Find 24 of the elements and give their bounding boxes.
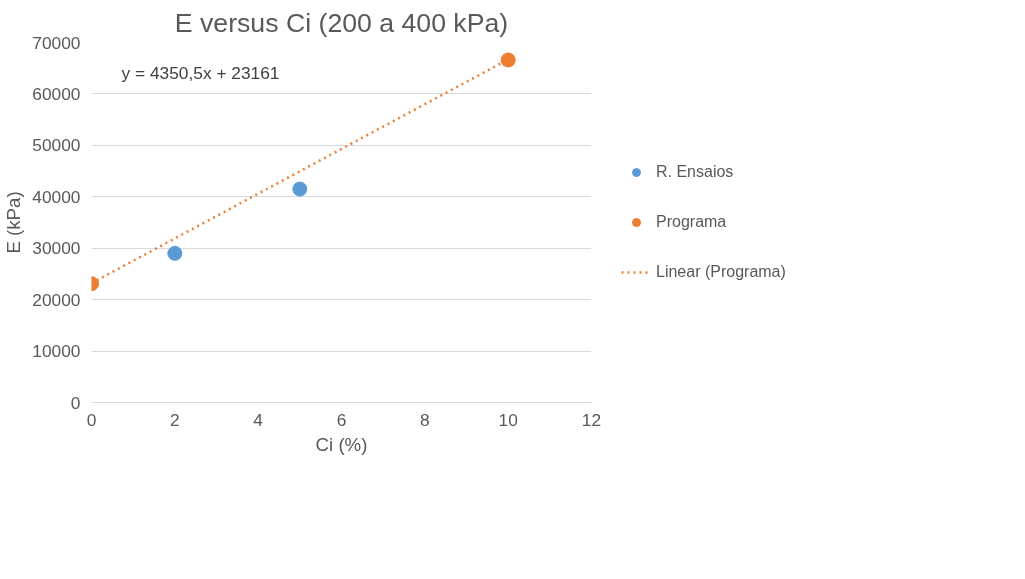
legend-label: Programa xyxy=(656,213,727,231)
point xyxy=(292,181,308,197)
x-tick-label: 12 xyxy=(581,409,602,430)
y-tick-label: 0 xyxy=(70,392,81,413)
legend-label: R. Ensaios xyxy=(656,163,734,181)
x-tick-label: 10 xyxy=(498,409,518,430)
y-tick-label: 10000 xyxy=(32,341,81,362)
y-tick-label: 50000 xyxy=(32,135,81,156)
y-tick-label: 60000 xyxy=(32,83,81,104)
chart-title: E versus Ci (200 a 400 kPa) xyxy=(174,7,509,38)
y-tick-label: 40000 xyxy=(32,186,81,207)
x-tick-label: 0 xyxy=(86,409,97,430)
x-tick-label: 8 xyxy=(420,409,430,430)
y-tick-label: 20000 xyxy=(32,289,81,310)
x-tick-label: 2 xyxy=(170,409,180,430)
point xyxy=(167,245,183,261)
x-tick-label: 6 xyxy=(336,409,347,430)
x-axis-title: Ci (%) xyxy=(315,433,368,455)
y-tick-label: 30000 xyxy=(32,238,81,259)
y-tick-label: 70000 xyxy=(32,32,81,53)
y-axis-title: E (kPa) xyxy=(3,191,25,254)
x-tick-label: 4 xyxy=(253,409,264,430)
annotation: y = 4350,5x + 23161 xyxy=(121,62,280,83)
legend-label: Linear (Programa) xyxy=(656,263,786,281)
